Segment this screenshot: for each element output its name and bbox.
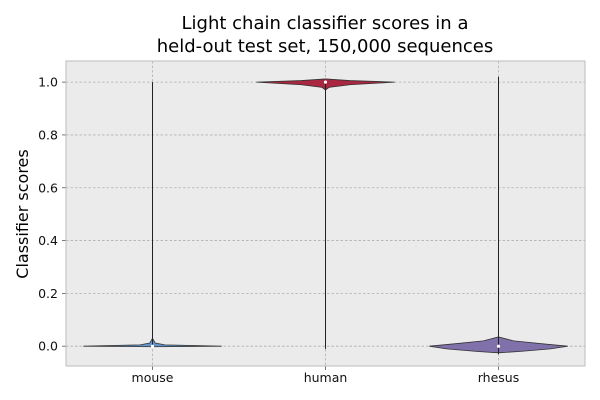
- plot-frame: [65, 60, 586, 367]
- y-tick-label: 0.0: [38, 339, 58, 354]
- x-tick-label: human: [304, 370, 348, 385]
- x-tick-label: rhesus: [478, 370, 519, 385]
- violin-rhesus: [429, 76, 568, 355]
- chart-title-line-1: Light chain classifier scores in a: [182, 13, 469, 34]
- y-tick-label: 1.0: [38, 75, 58, 90]
- violin-mouse: [83, 82, 222, 348]
- violins: [83, 76, 568, 355]
- y-tick-label: 0.6: [38, 180, 58, 195]
- axes: 0.0 0.2 0.4 0.6 0.8 1.0 mouse human rhesus: [38, 60, 586, 385]
- y-axis-label: Classifier scores: [13, 149, 32, 278]
- violin-human: [256, 78, 395, 349]
- chart-title-line-2: held-out test set, 150,000 sequences: [157, 36, 493, 57]
- violin-median-dot: [150, 344, 155, 348]
- x-tick-label: mouse: [132, 370, 174, 385]
- violin-median-dot: [496, 344, 501, 348]
- y-tick-label: 0.4: [38, 233, 58, 248]
- y-tick-label: 0.8: [38, 127, 58, 142]
- chart-title: Light chain classifier scores in a held-…: [157, 13, 493, 57]
- violin-median-dot: [323, 80, 328, 84]
- y-tick-label: 0.2: [38, 286, 58, 301]
